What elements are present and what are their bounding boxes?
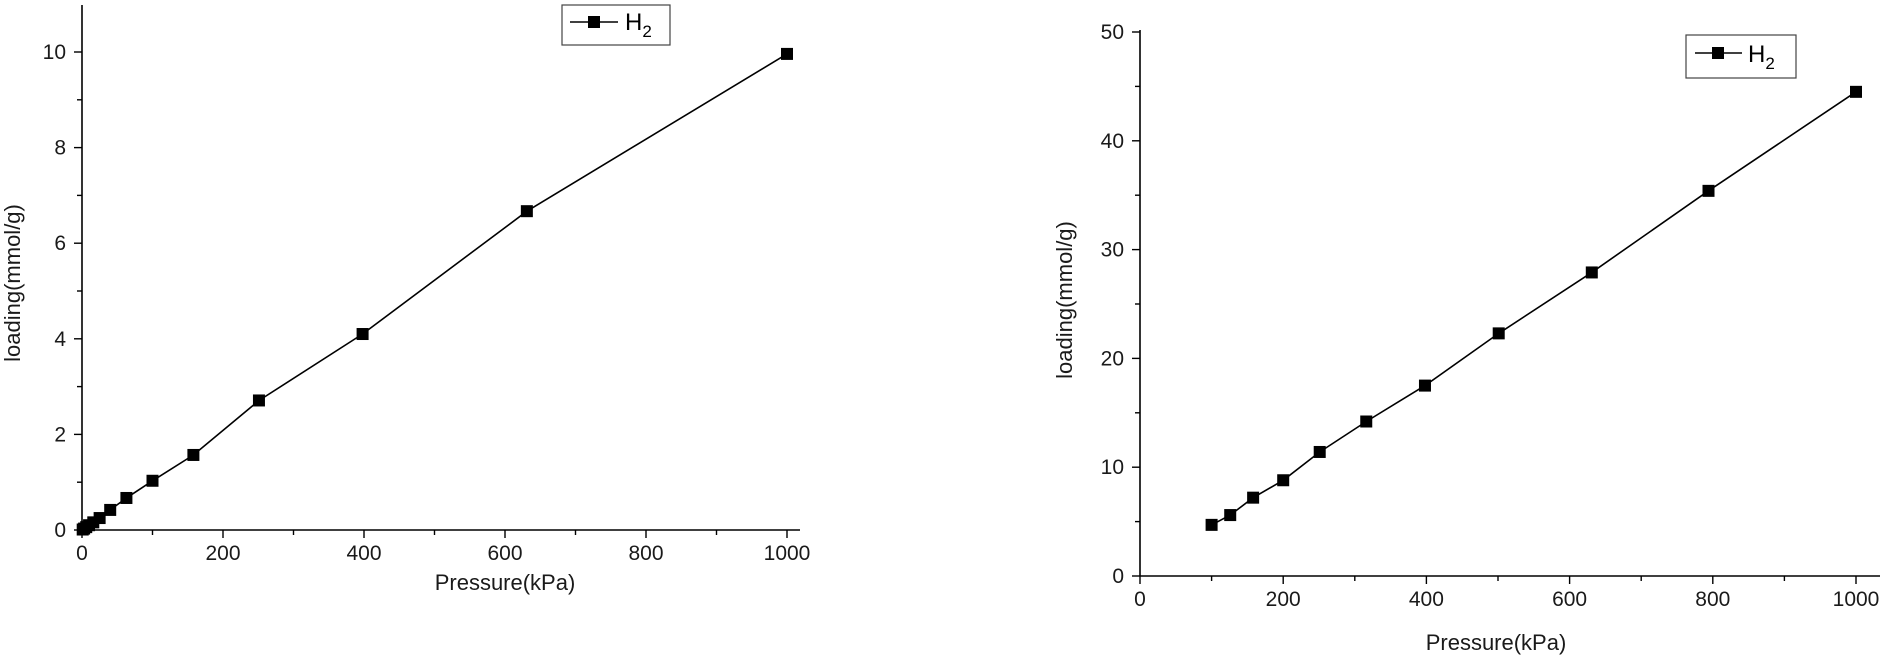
chart-left-data-point (781, 47, 793, 60)
chart-right-y-tick-label: 30 (1101, 239, 1124, 262)
chart-left-legend-marker (588, 16, 600, 28)
chart-left-y-title: loading(mmol/g) (0, 204, 25, 362)
chart-left-ticks: 0 200 400 600 800 1000 0 2 4 6 8 10 (43, 41, 811, 565)
chart-left-legend-box (561, 4, 671, 46)
chart-left: 0 200 400 600 800 1000 0 2 4 6 8 10 Pressure(kPa) l… (0, 4, 811, 595)
chart-left-x-tick-label: 0 (76, 542, 88, 565)
chart-right-x-tick-label: 1000 (1833, 588, 1880, 611)
chart-right-y-tick-label: 20 (1101, 347, 1124, 370)
chart-right-legend: H2 (1685, 34, 1797, 79)
chart-left-y-tick-label: 6 (54, 232, 66, 255)
chart-right-data-point (1492, 327, 1505, 340)
chart-right-x-tick-label: 800 (1695, 588, 1730, 611)
chart-right-x-tick-label: 200 (1266, 588, 1301, 611)
chart-left-data-point (187, 448, 200, 461)
chart-right-y-title: loading(mmol/g) (1052, 221, 1077, 379)
chart-right-legend-label: H2 (1748, 41, 1775, 73)
chart-left-data-point (120, 491, 133, 504)
chart-right-data-point (1224, 509, 1237, 522)
chart-left-x-title: Pressure(kPa) (435, 570, 576, 595)
chart-right-x-tick-label: 400 (1409, 588, 1444, 611)
chart-right-legend-main: H (1748, 41, 1765, 68)
chart-right-data-point (1702, 184, 1715, 197)
chart-left-legend: H2 (561, 4, 671, 46)
chart-right-y-tick-label: 10 (1101, 456, 1124, 479)
chart-left-data-point (146, 474, 159, 487)
chart-right-data-point (1585, 266, 1598, 279)
chart-right-data-point (1360, 415, 1373, 428)
chart-left-x-tick-label: 600 (487, 542, 522, 565)
chart-right-y-tick-label: 40 (1101, 130, 1124, 153)
chart-left-data-point (520, 205, 533, 218)
chart-right-data-point (1247, 491, 1260, 504)
chart-left-legend-subscript: 2 (642, 22, 651, 41)
chart-left-x-tick-label: 1000 (764, 542, 811, 565)
chart-left-x-tick-label: 800 (628, 542, 663, 565)
chart-right-data-point (1205, 518, 1218, 531)
chart-right-data-point (1850, 85, 1862, 98)
chart-left-data-point (356, 328, 369, 341)
chart-left-plot (76, 47, 793, 536)
chart-left-legend-label: H2 (625, 9, 652, 41)
chart-right-x-tick-label: 600 (1552, 588, 1587, 611)
chart-left-y-tick-label: 2 (54, 423, 66, 446)
chart-left-y-tick-label: 10 (43, 41, 66, 64)
chart-right-x-tick-label: 0 (1134, 588, 1146, 611)
chart-right-data-point (1418, 379, 1431, 392)
chart-left-y-tick-label: 0 (54, 519, 66, 542)
chart-left-data-point (252, 394, 265, 407)
chart-left-y-tick-label: 8 (54, 137, 66, 160)
chart-right: 0 200 400 600 800 1000 0 10 20 30 40 50 Pressure(kP… (1052, 21, 1880, 655)
chart-left-data-point (93, 512, 106, 525)
chart-right-series-line (1211, 91, 1857, 526)
chart-left-x-tick-label: 400 (346, 542, 381, 565)
chart-right-legend-box (1685, 34, 1797, 79)
chart-right-y-tick-label: 50 (1101, 21, 1124, 44)
chart-right-legend-marker (1712, 47, 1724, 59)
chart-right-y-tick-label: 0 (1112, 565, 1124, 588)
chart-right-data-point (1277, 474, 1290, 487)
chart-right-data-point (1313, 445, 1326, 458)
chart-right-ticks: 0 200 400 600 800 1000 0 10 20 30 40 50 (1101, 21, 1880, 611)
chart-right-x-title: Pressure(kPa) (1426, 630, 1567, 655)
chart-right-plot (1205, 85, 1862, 531)
chart-left-data-point (104, 503, 117, 516)
chart-left-y-tick-label: 4 (54, 328, 66, 351)
chart-left-legend-main: H (625, 9, 642, 36)
chart-right-legend-subscript: 2 (1765, 54, 1774, 73)
chart-left-x-tick-label: 200 (205, 542, 240, 565)
